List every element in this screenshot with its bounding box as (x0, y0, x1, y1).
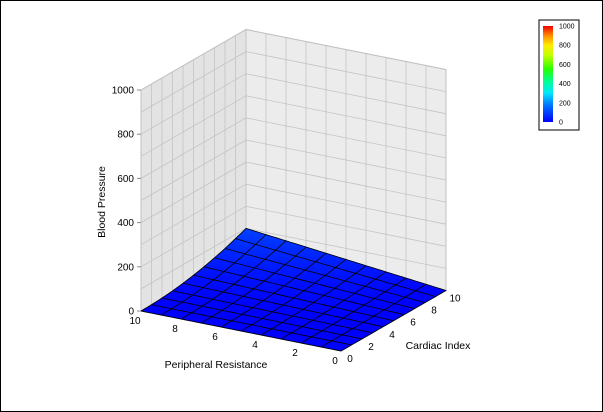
back-wall-gridline (245, 205, 447, 247)
mesh-line (214, 257, 415, 309)
mesh-line (180, 240, 287, 320)
mesh-line (203, 266, 405, 316)
z-tick-label: 400 (117, 218, 134, 229)
colorbar-tick-label: 600 (559, 62, 571, 69)
y-tick-label: 10 (449, 294, 461, 305)
back-wall-gridline (245, 161, 447, 203)
mesh-line (200, 246, 307, 324)
back-wall-gridline (245, 95, 447, 137)
z-axis-title: Blood Pressure (96, 166, 108, 238)
z-tick-label: 800 (117, 130, 134, 141)
y-tick-label: 2 (368, 342, 374, 353)
back-wall-gridline (245, 228, 447, 269)
side-wall-gridline (140, 95, 247, 157)
y-tick-label: 4 (389, 330, 395, 341)
back-wall-gridline (245, 117, 447, 159)
colorbar-tick-label: 800 (559, 43, 571, 50)
mesh-line (140, 228, 247, 312)
mesh-line (193, 274, 394, 322)
x-tick-label: 0 (332, 356, 338, 367)
mesh-line (220, 252, 327, 328)
colorbar-gradient (543, 26, 553, 122)
back-wall-gridline (245, 29, 447, 70)
mesh-line (224, 248, 426, 303)
mesh-line (245, 228, 447, 291)
x-tick-label: 10 (129, 316, 141, 327)
side-wall-gridline (140, 117, 247, 179)
back-wall-gridline (245, 183, 447, 225)
y-axis-title: Cardiac Index (406, 340, 472, 352)
back-wall-gridline (245, 139, 447, 181)
x-tick-label: 4 (252, 340, 258, 351)
mesh-line (160, 234, 267, 316)
y-tick-label: 0 (347, 354, 353, 365)
colorbar-tick-label: 200 (559, 100, 571, 107)
side-wall-gridline (140, 51, 247, 113)
x-axis-title: Peripheral Resistance (165, 359, 268, 371)
y-tick-label: 6 (410, 318, 416, 329)
x-tick-label: 2 (292, 348, 298, 359)
side-wall-gridline (140, 139, 247, 201)
z-tick-label: 200 (117, 262, 134, 273)
back-wall-gridline (245, 73, 447, 115)
surface-mesh (140, 228, 447, 352)
y-tick-label: 8 (431, 306, 437, 317)
mesh-line (235, 238, 436, 297)
z-tick-label: 0 (128, 307, 134, 318)
side-wall-gridline (140, 29, 247, 91)
back-wall-gridline (245, 51, 447, 92)
colorbar-tick-label: 1000 (559, 24, 575, 31)
side-wall-gridline (140, 205, 247, 268)
side-wall-gridline (140, 183, 247, 246)
colorbar-tick-label: 0 (559, 120, 563, 127)
side-wall-gridline (140, 228, 247, 290)
colorbar-tick-label: 400 (559, 81, 571, 88)
colorbar-legend: 0 200 400 600 800 1000 (538, 19, 580, 131)
side-wall-gridline (140, 73, 247, 135)
z-tick-label: 600 (117, 174, 134, 185)
side-wall-gridline (140, 161, 247, 223)
z-tick-label: 1000 (112, 86, 135, 97)
x-tick-label: 6 (212, 332, 218, 343)
x-tick-label: 8 (172, 324, 178, 335)
